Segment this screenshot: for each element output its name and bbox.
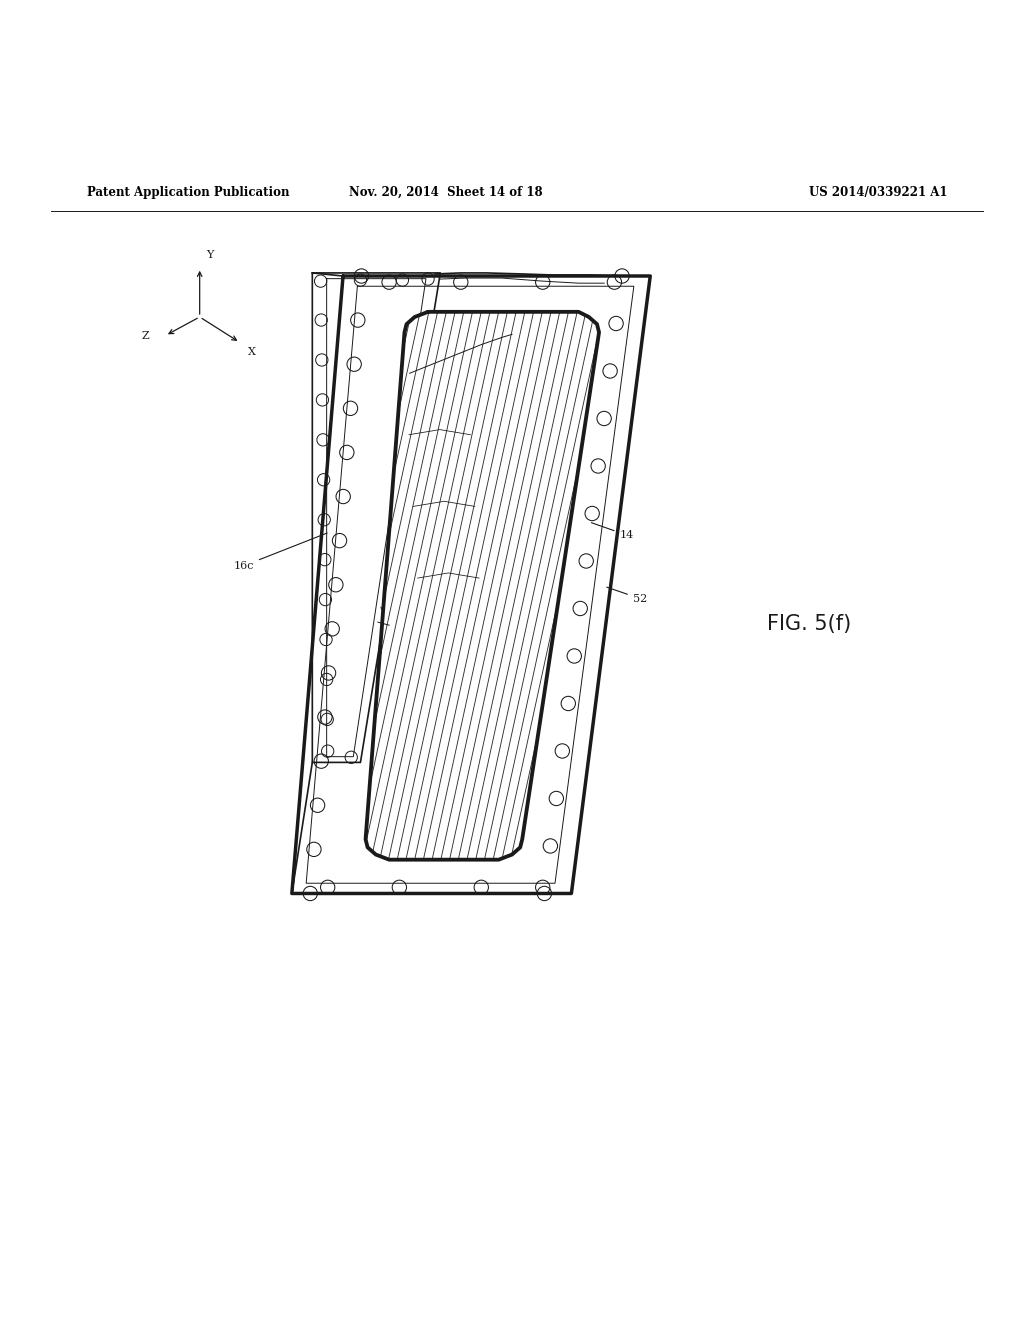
Text: FIG. 5(f): FIG. 5(f) bbox=[767, 614, 851, 634]
Text: 16c: 16c bbox=[233, 533, 327, 570]
Text: Y: Y bbox=[206, 249, 213, 260]
Text: Patent Application Publication: Patent Application Publication bbox=[87, 186, 290, 198]
Polygon shape bbox=[366, 312, 599, 859]
Text: X: X bbox=[248, 347, 256, 356]
Text: 16d: 16d bbox=[513, 401, 527, 422]
Text: 52: 52 bbox=[543, 420, 555, 436]
Text: Z: Z bbox=[141, 330, 148, 341]
Text: 14: 14 bbox=[376, 603, 390, 619]
Text: 52: 52 bbox=[607, 587, 647, 603]
Text: Nov. 20, 2014  Sheet 14 of 18: Nov. 20, 2014 Sheet 14 of 18 bbox=[348, 186, 543, 198]
Text: 14: 14 bbox=[592, 523, 634, 540]
Text: 52': 52' bbox=[526, 412, 541, 430]
Text: US 2014/0339221 A1: US 2014/0339221 A1 bbox=[809, 186, 947, 198]
